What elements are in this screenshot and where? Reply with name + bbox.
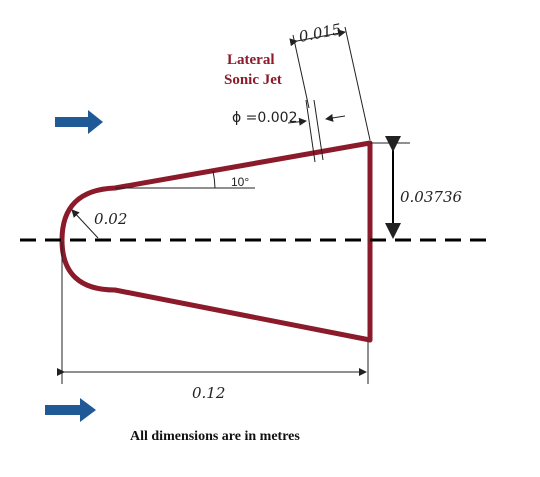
height-label: 0.03736 bbox=[400, 188, 462, 206]
caption: All dimensions are in metres bbox=[130, 429, 300, 444]
dimension-line bbox=[289, 29, 346, 47]
body-outline bbox=[59, 140, 373, 343]
radius-line bbox=[71, 209, 99, 239]
dimension-arrow bbox=[325, 113, 346, 122]
jet-label: Lateral bbox=[227, 52, 274, 68]
jet-diameter-label: ϕ =0.002 bbox=[232, 110, 298, 126]
angle-arc bbox=[212, 170, 216, 189]
flow-arrow bbox=[45, 398, 96, 422]
jet-line bbox=[313, 99, 324, 161]
extension-line bbox=[292, 34, 310, 109]
flow-arrow bbox=[55, 110, 103, 134]
extension-line bbox=[344, 26, 371, 141]
length-label: 0.12 bbox=[192, 384, 225, 402]
angle-label: 10° bbox=[231, 175, 249, 189]
jet-label: Sonic Jet bbox=[224, 72, 282, 88]
jet-offset-label: 0.015 bbox=[297, 20, 343, 46]
jet-line bbox=[305, 99, 316, 163]
dimension-arrow bbox=[287, 117, 307, 126]
radius-label: 0.02 bbox=[94, 210, 127, 228]
